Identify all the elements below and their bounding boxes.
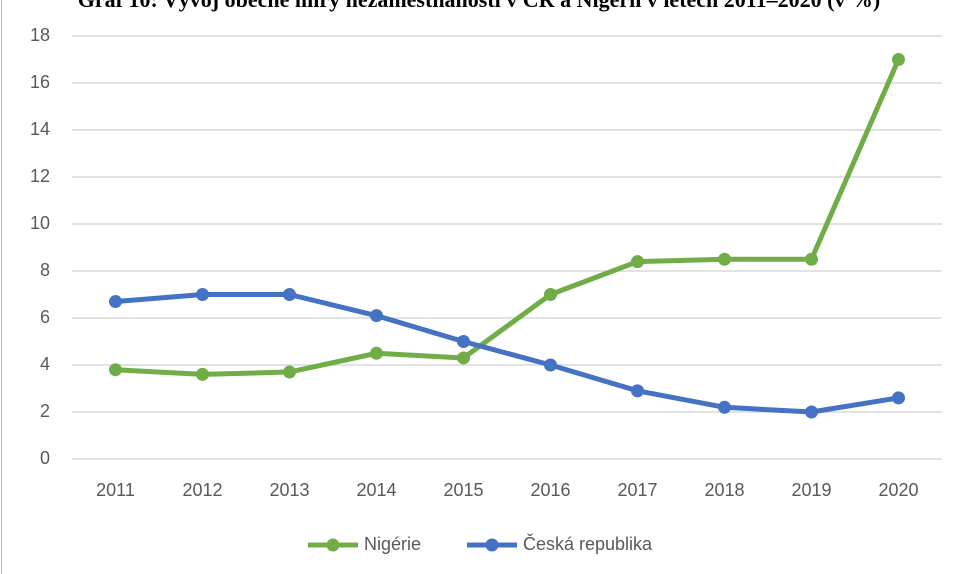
x-tick-label: 2018 (704, 480, 744, 500)
y-tick-label: 12 (30, 166, 50, 186)
data-point (370, 309, 383, 323)
y-tick-label: 10 (30, 213, 50, 233)
legend-label: Česká republika (523, 533, 653, 554)
x-tick-label: 2017 (617, 480, 657, 500)
data-point (892, 391, 905, 405)
series-line (115, 292, 899, 415)
data-point (457, 335, 470, 348)
legend-marker (485, 538, 499, 552)
x-tick-label: 2020 (878, 480, 918, 500)
data-point (805, 252, 818, 266)
series-line (115, 58, 901, 377)
x-tick-label: 2016 (530, 480, 570, 500)
y-tick-label: 18 (30, 25, 50, 45)
legend-marker (326, 538, 340, 552)
y-tick-label: 2 (40, 401, 50, 421)
data-point (283, 288, 296, 301)
data-point (631, 255, 644, 269)
y-tick-label: 8 (40, 260, 50, 280)
legend-label: Nigérie (364, 534, 421, 554)
data-point (109, 363, 122, 377)
x-tick-label: 2011 (96, 480, 135, 500)
x-tick-label: 2019 (791, 480, 831, 500)
y-tick-label: 6 (40, 307, 50, 327)
data-point (805, 405, 818, 419)
data-point (718, 400, 731, 414)
data-point (283, 365, 296, 379)
data-point (109, 295, 122, 309)
data-point (892, 53, 905, 66)
data-point (196, 288, 209, 301)
data-point (544, 288, 557, 301)
x-tick-label: 2015 (443, 480, 483, 500)
data-point (631, 384, 644, 398)
data-point (544, 358, 557, 372)
data-point (457, 351, 470, 365)
x-tick-label: 2013 (269, 480, 309, 500)
x-tick-label: 2012 (182, 480, 222, 500)
data-point (718, 252, 731, 266)
chart-title: Graf 10: Vývoj obecné míry nezaměstnanos… (78, 0, 880, 12)
data-point (196, 367, 209, 381)
y-tick-label: 16 (30, 72, 50, 92)
data-point (370, 346, 383, 360)
y-tick-label: 14 (30, 119, 50, 139)
y-tick-label: 0 (40, 448, 50, 468)
y-tick-label: 4 (40, 354, 50, 374)
x-tick-label: 2014 (356, 480, 396, 500)
